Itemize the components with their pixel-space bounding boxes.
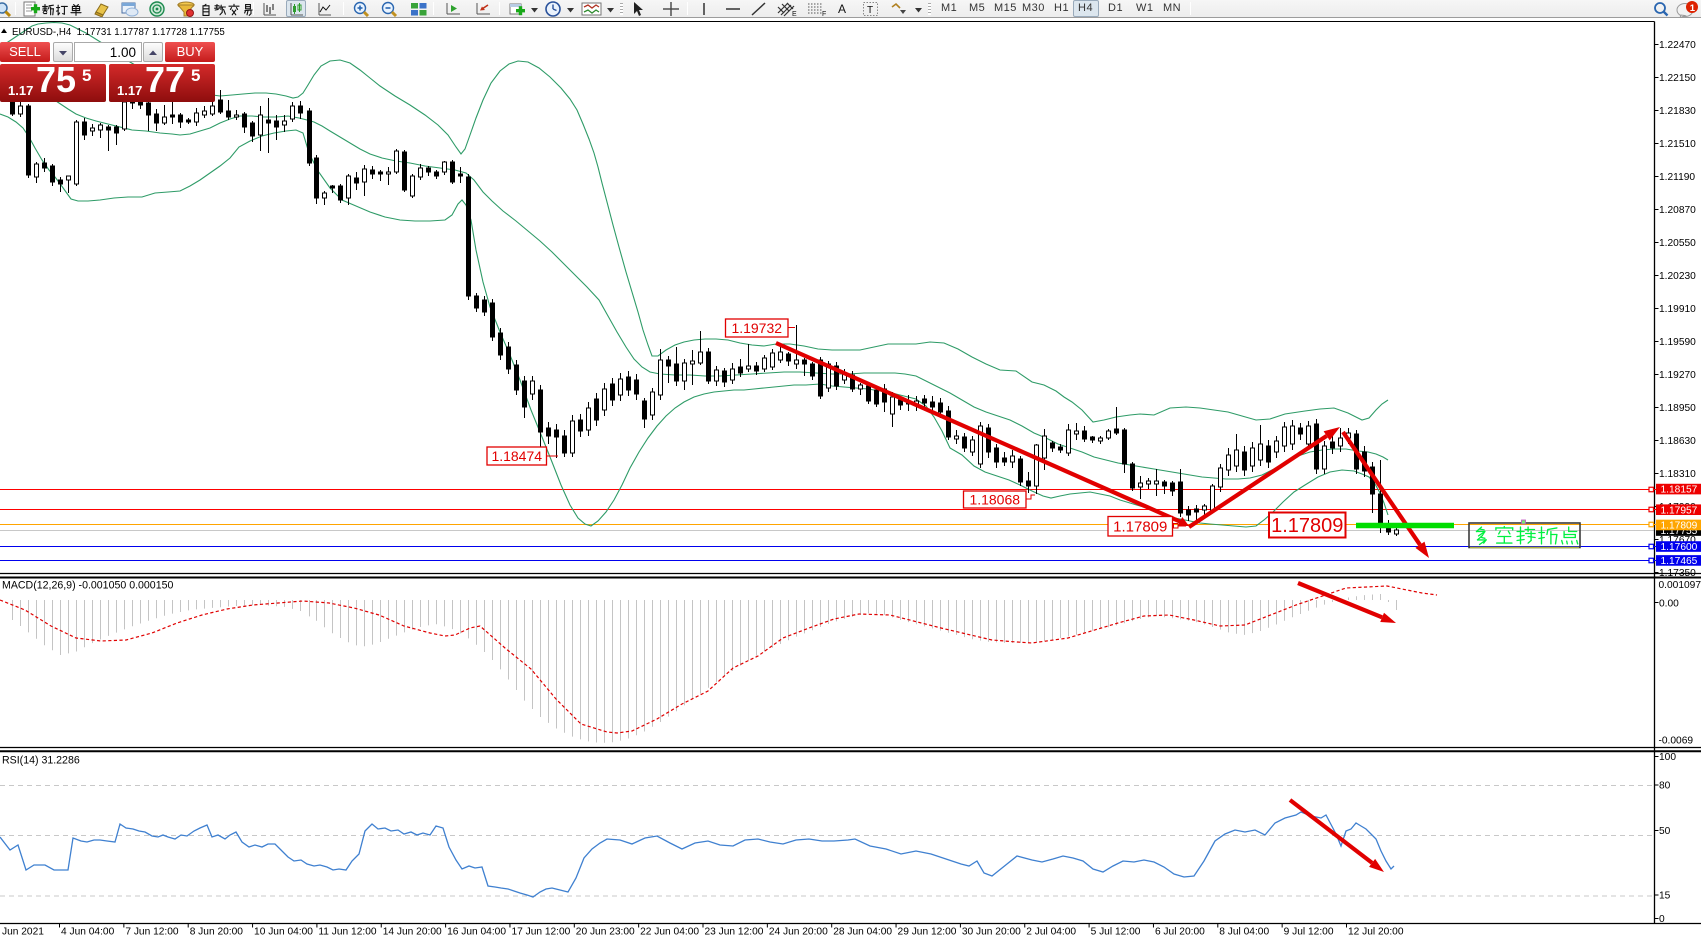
svg-text:11 Jun 12:00: 11 Jun 12:00: [318, 927, 376, 937]
svg-text:1.18068: 1.18068: [969, 492, 1020, 508]
svg-text:1.22470: 1.22470: [1659, 40, 1696, 51]
svg-text:100: 100: [1659, 752, 1676, 763]
svg-text:17 Jun 12:00: 17 Jun 12:00: [511, 927, 570, 937]
svg-text:1.19270: 1.19270: [1659, 370, 1696, 381]
svg-text:15: 15: [1659, 891, 1671, 902]
svg-text:29 Jun 12:00: 29 Jun 12:00: [898, 927, 957, 937]
svg-text:1.21190: 1.21190: [1659, 172, 1695, 183]
svg-text:28 Jun 04:00: 28 Jun 04:00: [833, 927, 892, 937]
svg-text:EURUSD-,H4 1.17731 1.17787 1.: EURUSD-,H4 1.17731 1.17787 1.17728 1.177…: [12, 27, 225, 38]
svg-text:4 Jun 04:00: 4 Jun 04:00: [61, 927, 115, 937]
svg-text:14 Jun 20:00: 14 Jun 20:00: [383, 927, 442, 937]
svg-text:MACD(12,26,9) -0.001050 0.0001: MACD(12,26,9) -0.001050 0.000150: [2, 580, 173, 592]
svg-text:0.001097: 0.001097: [1659, 580, 1701, 591]
svg-text:1.21510: 1.21510: [1659, 139, 1696, 150]
svg-text:1.22150: 1.22150: [1659, 73, 1696, 84]
svg-text:1.17957: 1.17957: [1661, 505, 1698, 516]
svg-text:1.20870: 1.20870: [1659, 205, 1696, 216]
svg-text:1.18310: 1.18310: [1659, 469, 1696, 480]
svg-text:E: E: [792, 11, 797, 17]
svg-text:F: F: [822, 11, 826, 17]
svg-text:8 Jun 20:00: 8 Jun 20:00: [190, 927, 244, 937]
svg-text:1.18157: 1.18157: [1661, 485, 1698, 496]
svg-text:1.18474: 1.18474: [491, 448, 542, 464]
svg-text:12 Jul 20:00: 12 Jul 20:00: [1348, 927, 1404, 937]
svg-text:Jun 2021: Jun 2021: [2, 927, 44, 937]
svg-text:1.20230: 1.20230: [1659, 271, 1696, 282]
svg-text:30 Jun 20:00: 30 Jun 20:00: [962, 927, 1021, 937]
svg-text:1.17755: 1.17755: [1661, 526, 1698, 537]
svg-text:5 Jul 12:00: 5 Jul 12:00: [1091, 927, 1141, 937]
svg-text:9 Jul 12:00: 9 Jul 12:00: [1284, 927, 1334, 937]
svg-text:0.00: 0.00: [1659, 599, 1679, 610]
svg-text:20 Jun 23:00: 20 Jun 23:00: [576, 927, 635, 937]
svg-text:1.20550: 1.20550: [1659, 238, 1696, 249]
svg-text:80: 80: [1659, 781, 1671, 792]
svg-text:1: 1: [1690, 3, 1696, 14]
svg-text:1.21830: 1.21830: [1659, 106, 1696, 117]
svg-text:50: 50: [1659, 826, 1671, 837]
svg-text:1.18630: 1.18630: [1659, 436, 1696, 447]
svg-text:1.19910: 1.19910: [1659, 304, 1696, 315]
svg-text:T: T: [867, 5, 873, 16]
svg-text:1.17350: 1.17350: [1659, 568, 1696, 579]
svg-text:1.17465: 1.17465: [1661, 556, 1698, 567]
svg-text:22 Jun 04:00: 22 Jun 04:00: [640, 927, 699, 937]
svg-text:1.19590: 1.19590: [1659, 337, 1696, 348]
svg-text:1.17600: 1.17600: [1661, 542, 1698, 553]
svg-text:-0.0069: -0.0069: [1659, 736, 1694, 747]
svg-text:6 Jul 20:00: 6 Jul 20:00: [1155, 927, 1205, 937]
svg-text:1.17809: 1.17809: [1661, 521, 1698, 532]
svg-text:1.19732: 1.19732: [731, 320, 782, 336]
svg-text:1.17809: 1.17809: [1113, 519, 1167, 536]
svg-text:23 Jun 12:00: 23 Jun 12:00: [705, 927, 764, 937]
svg-text:8 Jul 04:00: 8 Jul 04:00: [1219, 927, 1269, 937]
svg-text:1.18950: 1.18950: [1659, 403, 1696, 414]
svg-text:10 Jun 04:00: 10 Jun 04:00: [254, 927, 313, 937]
svg-text:RSI(14) 31.2286: RSI(14) 31.2286: [2, 755, 80, 767]
svg-text:2 Jul 04:00: 2 Jul 04:00: [1026, 927, 1076, 937]
svg-text:1.17670: 1.17670: [1659, 535, 1696, 546]
svg-text:7 Jun 12:00: 7 Jun 12:00: [125, 927, 179, 937]
svg-text:1.17809: 1.17809: [1271, 515, 1343, 537]
svg-text:16 Jun 04:00: 16 Jun 04:00: [447, 927, 506, 937]
svg-text:0: 0: [1659, 914, 1665, 925]
svg-text:24 Jun 20:00: 24 Jun 20:00: [769, 927, 828, 937]
